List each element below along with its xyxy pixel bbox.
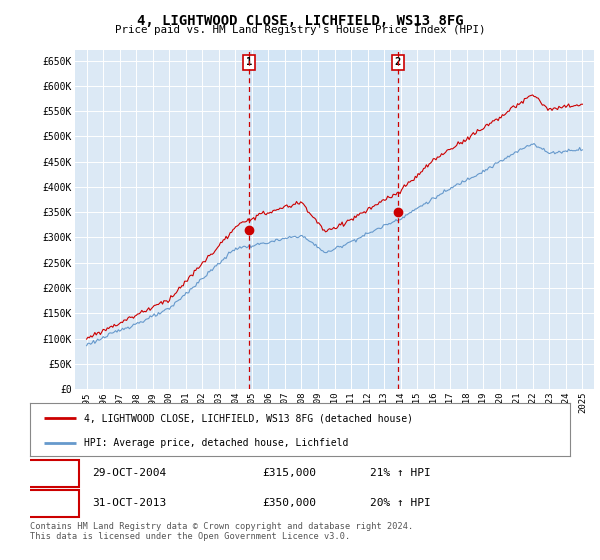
Text: £350,000: £350,000 [262, 498, 316, 508]
Text: £315,000: £315,000 [262, 468, 316, 478]
Text: 1: 1 [246, 57, 252, 67]
Text: 20% ↑ HPI: 20% ↑ HPI [370, 498, 431, 508]
Text: 2: 2 [395, 57, 401, 67]
FancyBboxPatch shape [28, 460, 79, 487]
Text: 4, LIGHTWOOD CLOSE, LICHFIELD, WS13 8FG (detached house): 4, LIGHTWOOD CLOSE, LICHFIELD, WS13 8FG … [84, 413, 413, 423]
Text: Contains HM Land Registry data © Crown copyright and database right 2024.
This d: Contains HM Land Registry data © Crown c… [30, 522, 413, 542]
Text: 1: 1 [49, 466, 57, 480]
Bar [249, 50, 398, 389]
Text: 21% ↑ HPI: 21% ↑ HPI [370, 468, 431, 478]
Text: 29-OCT-2004: 29-OCT-2004 [92, 468, 166, 478]
Text: 31-OCT-2013: 31-OCT-2013 [92, 498, 166, 508]
Text: 4, LIGHTWOOD CLOSE, LICHFIELD, WS13 8FG: 4, LIGHTWOOD CLOSE, LICHFIELD, WS13 8FG [137, 14, 463, 28]
Text: Price paid vs. HM Land Registry's House Price Index (HPI): Price paid vs. HM Land Registry's House … [115, 25, 485, 35]
FancyBboxPatch shape [28, 490, 79, 517]
Text: 2: 2 [49, 497, 57, 510]
Text: HPI: Average price, detached house, Lichfield: HPI: Average price, detached house, Lich… [84, 438, 349, 448]
